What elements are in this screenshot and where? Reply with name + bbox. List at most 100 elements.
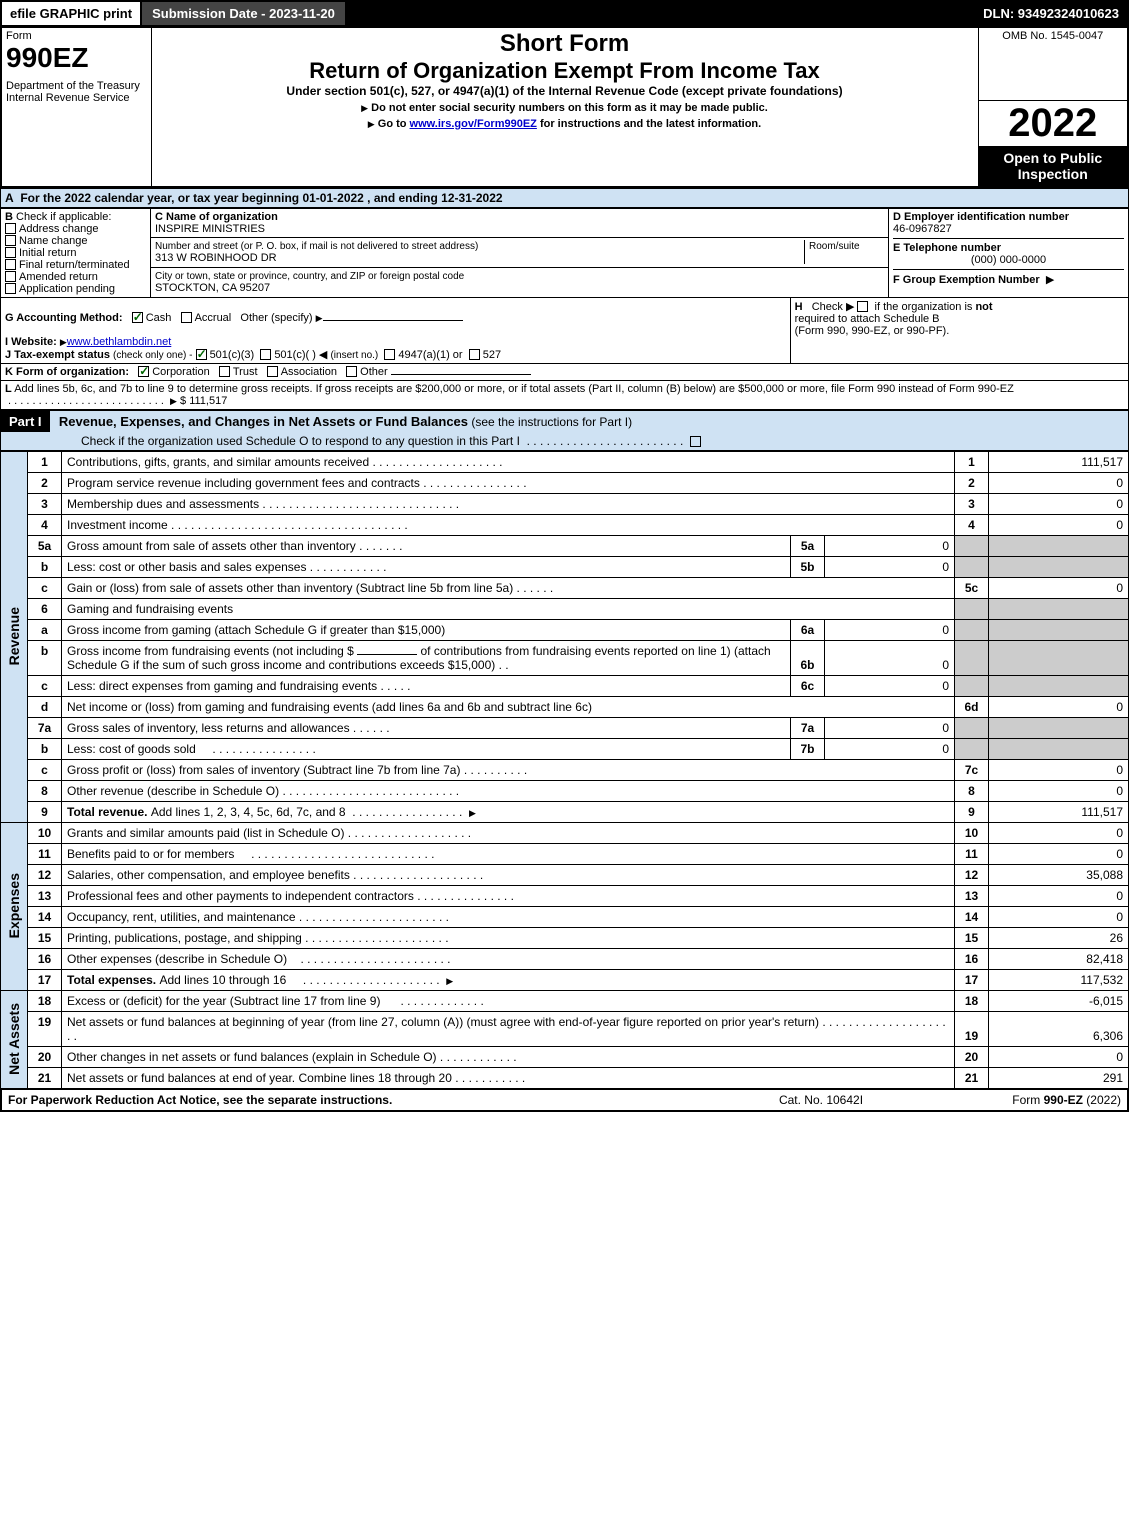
line-amt: 0 (989, 780, 1129, 801)
501c3-checkbox[interactable] (196, 349, 207, 360)
sub-col: 7b (791, 738, 825, 759)
org-info-table: B Check if applicable: Address change Na… (0, 208, 1129, 298)
line-num: 9 (28, 801, 62, 822)
4947-checkbox[interactable] (384, 349, 395, 360)
sub-col: 6a (791, 619, 825, 640)
efile-print-button[interactable]: efile GRAPHIC print (2, 2, 142, 25)
table-row: Revenue 1 Contributions, gifts, grants, … (1, 451, 1129, 472)
line-num: 10 (28, 822, 62, 843)
k-other-input[interactable] (391, 374, 531, 375)
line-num: 4 (28, 514, 62, 535)
g-accrual: Accrual (195, 312, 232, 324)
gray-cell (989, 675, 1129, 696)
address-change-checkbox[interactable] (5, 223, 16, 234)
sub-amt: 0 (825, 675, 955, 696)
name-change-checkbox[interactable] (5, 235, 16, 246)
line-text: Total expenses. Add lines 10 through 16 … (62, 969, 955, 990)
cash-checkbox[interactable] (132, 312, 143, 323)
line-num: 2 (28, 472, 62, 493)
line-amt: 111,517 (989, 451, 1129, 472)
trust-checkbox[interactable] (219, 366, 230, 377)
toolbar-spacer (347, 2, 975, 25)
table-row: 17 Total expenses. Add lines 10 through … (1, 969, 1129, 990)
h-checkbox[interactable] (857, 301, 868, 312)
initial-return-checkbox[interactable] (5, 247, 16, 258)
line-amt: 6,306 (989, 1011, 1129, 1046)
part1-label: Part I (1, 411, 50, 432)
line-text: Less: cost or other basis and sales expe… (62, 556, 791, 577)
application-pending-checkbox[interactable] (5, 283, 16, 294)
h-pre: Check ▶ (812, 301, 858, 313)
sub-amt: 0 (825, 738, 955, 759)
line-text: Less: cost of goods sold . . . . . . . .… (62, 738, 791, 759)
table-row: 2 Program service revenue including gove… (1, 472, 1129, 493)
opt-amended: Amended return (19, 271, 98, 283)
j-sub: (check only one) - (113, 350, 192, 361)
g-other: Other (specify) (240, 312, 312, 324)
irs-link[interactable]: www.irs.gov/Form990EZ (410, 118, 537, 130)
g-other-input[interactable] (323, 320, 463, 321)
corporation-checkbox[interactable] (138, 366, 149, 377)
527-checkbox[interactable] (469, 349, 480, 360)
association-checkbox[interactable] (267, 366, 278, 377)
accrual-checkbox[interactable] (181, 312, 192, 323)
sub-amt: 0 (825, 619, 955, 640)
line-col: 5c (955, 577, 989, 598)
line-text: Grants and similar amounts paid (list in… (62, 822, 955, 843)
gray-cell (989, 619, 1129, 640)
table-row: 15 Printing, publications, postage, and … (1, 927, 1129, 948)
gray-cell (989, 640, 1129, 675)
j-label: J Tax-exempt status (5, 349, 110, 361)
line-amt: -6,015 (989, 990, 1129, 1011)
footer-form: Form 990-EZ (2022) (921, 1093, 1121, 1107)
line-amt: 82,418 (989, 948, 1129, 969)
k-table: K Form of organization: Corporation Trus… (0, 364, 1129, 381)
table-row: 5a Gross amount from sale of assets othe… (1, 535, 1129, 556)
line-col: 2 (955, 472, 989, 493)
line-amt: 0 (989, 696, 1129, 717)
tax-year: 2022 (979, 101, 1128, 146)
top-toolbar: efile GRAPHIC print Submission Date - 20… (0, 0, 1129, 27)
line-col: 9 (955, 801, 989, 822)
part1-checkline: Check if the organization used Schedule … (81, 434, 520, 448)
line-amt: 35,088 (989, 864, 1129, 885)
other-org-checkbox[interactable] (346, 366, 357, 377)
page-footer: For Paperwork Reduction Act Notice, see … (0, 1089, 1129, 1112)
line-text: Occupancy, rent, utilities, and maintena… (62, 906, 955, 927)
b-label: B (5, 211, 13, 223)
501c-checkbox[interactable] (260, 349, 271, 360)
submission-date-button[interactable]: Submission Date - 2023-11-20 (142, 2, 347, 25)
gray-cell (955, 640, 989, 675)
line-amt: 0 (989, 577, 1129, 598)
b-check-if: Check if applicable: (16, 211, 111, 223)
dept-treasury: Department of the Treasury (6, 80, 147, 92)
final-return-checkbox[interactable] (5, 259, 16, 270)
line-text: Other expenses (describe in Schedule O) … (62, 948, 955, 969)
schedule-o-checkbox[interactable] (690, 436, 701, 447)
line-num: a (28, 619, 62, 640)
line-num: b (28, 738, 62, 759)
line-col: 17 (955, 969, 989, 990)
arrow-icon (316, 312, 323, 324)
line-text: Benefits paid to or for members . . . . … (62, 843, 955, 864)
line-amt: 0 (989, 906, 1129, 927)
form-number: 990EZ (6, 42, 147, 74)
contrib-input[interactable] (357, 654, 417, 655)
gray-cell (989, 738, 1129, 759)
opt-address: Address change (19, 223, 99, 235)
table-row: b Less: cost of goods sold . . . . . . .… (1, 738, 1129, 759)
i-label: I Website: (5, 336, 60, 348)
table-row: 7a Gross sales of inventory, less return… (1, 717, 1129, 738)
table-row: 13 Professional fees and other payments … (1, 885, 1129, 906)
line-text: Contributions, gifts, grants, and simila… (62, 451, 955, 472)
arrow-icon (170, 395, 177, 407)
opt-pending: Application pending (19, 283, 115, 295)
website-link[interactable]: www.bethlambdin.net (67, 336, 172, 348)
j-opt4: 527 (483, 349, 501, 361)
section-h-cell: H Check ▶ if the organization is not req… (790, 298, 1128, 364)
line-num: 20 (28, 1046, 62, 1067)
gray-cell (989, 535, 1129, 556)
amended-return-checkbox[interactable] (5, 271, 16, 282)
opt-final: Final return/terminated (19, 259, 130, 271)
l-label: L (5, 383, 12, 395)
